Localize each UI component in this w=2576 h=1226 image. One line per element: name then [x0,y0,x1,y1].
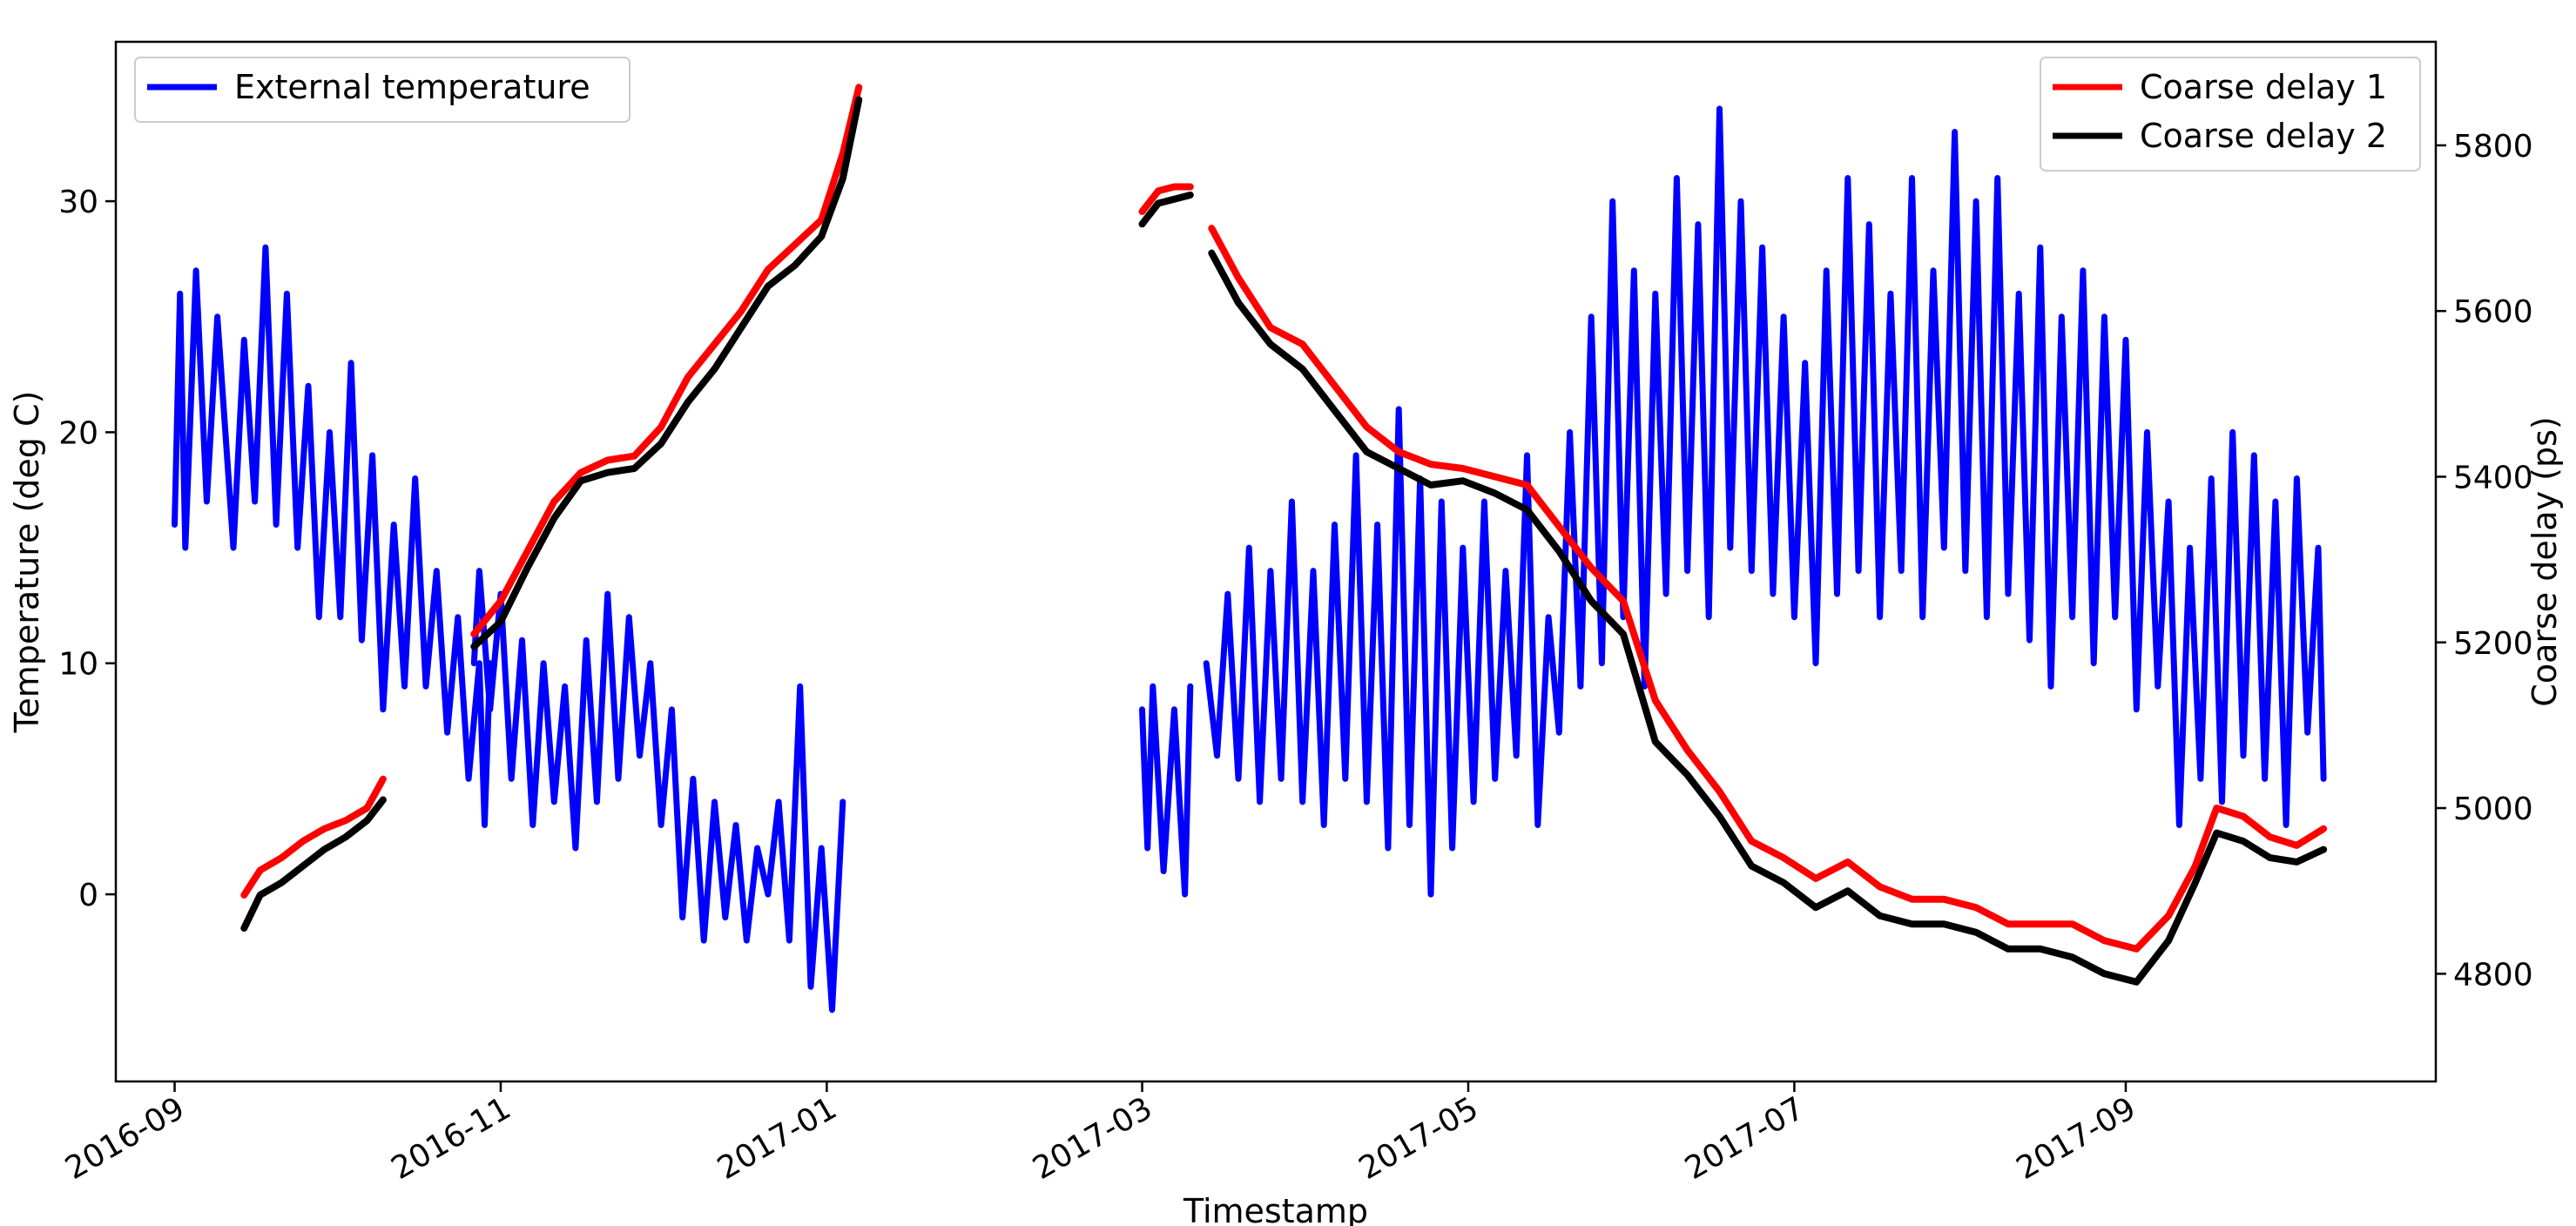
coarse-delay-2-series-group [240,96,2328,986]
legend-box [134,57,631,123]
y-right-tick-label: 5200 [2453,626,2533,662]
x-tick-label: 2017-09 [2011,1090,2142,1187]
plot-frame [114,40,2438,1083]
legend-label: External temperature [234,68,590,106]
series-line-2-segment-2 [470,84,863,638]
legend-temperature: External temperature [134,57,631,123]
x-tick-label: 2016-11 [386,1090,517,1187]
y-right-axis: 4800 5000 5200 5400 5600 5800 [2436,129,2533,993]
y-left-axis-label: Temperature (deg C) [8,391,46,734]
y-right-tick-label: 4800 [2453,957,2533,993]
y-left-tick-label: 30 [58,185,98,220]
y-right-tick-label: 5400 [2453,460,2533,495]
legend-coarse-delay: Coarse delay 1 Coarse delay 2 [2040,57,2421,172]
y-right-tick-label: 5600 [2453,294,2533,330]
x-tick-label: 2016-09 [59,1090,191,1187]
x-axis: 2016-09 2016-11 2017-01 2017-03 2017-05 2017-… [59,1081,2141,1187]
series-line-1-segment-1 [172,244,494,828]
y-left-tick-label: 10 [58,647,98,683]
y-left-tick-label: 0 [78,878,98,913]
legend-label: Coarse delay 1 [2140,68,2387,106]
legend-label: Coarse delay 2 [2140,117,2387,155]
y-left-axis: 0 10 20 30 [58,185,116,913]
coarse-delay-1-series-group [240,84,2328,953]
x-tick-label: 2017-07 [1679,1090,1811,1187]
series-line-2-segment-1 [240,775,387,899]
x-tick-label: 2017-05 [1353,1090,1485,1187]
y-right-axis-label: Coarse delay (ps) [2525,416,2564,706]
series-line-1-segment-3 [1139,683,1194,898]
series-line-2-segment-4 [1208,225,2328,953]
x-axis-label: Timestamp [1183,1192,1368,1226]
series-line-3-segment-2 [470,96,863,650]
temperature-series-group [172,105,2327,1014]
x-tick-label: 2017-03 [1027,1090,1158,1187]
x-tick-label: 2017-01 [711,1090,843,1187]
series-line-1-segment-2 [470,568,846,1014]
y-right-tick-label: 5000 [2453,792,2533,827]
series-line-2-segment-3 [1138,183,1194,215]
y-right-tick-label: 5800 [2453,129,2533,165]
series-line-1-segment-4 [1203,105,2327,898]
series-line-3-segment-3 [1138,192,1194,228]
series-line-3-segment-1 [240,796,387,932]
y-left-tick-label: 20 [58,415,98,451]
series-line-3-segment-4 [1208,249,2328,986]
legend-box [2040,57,2421,172]
